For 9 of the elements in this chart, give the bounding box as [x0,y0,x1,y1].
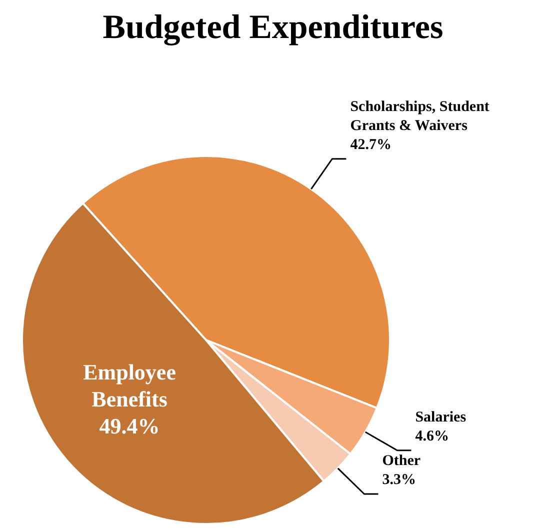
slice-label: Salaries [415,409,466,426]
data-label: 49.4% [99,413,160,438]
data-label: 42.7% [350,136,392,153]
chart-title: Budgeted Expenditures [102,8,444,48]
slice-label: Employee Benefits [83,359,176,412]
data-label: 4.6% [415,428,449,444]
data-label: 3.3% [382,472,416,488]
slice-label: Other [382,452,421,469]
slice-label: Scholarships, Student Grants & Waivers [350,98,490,134]
